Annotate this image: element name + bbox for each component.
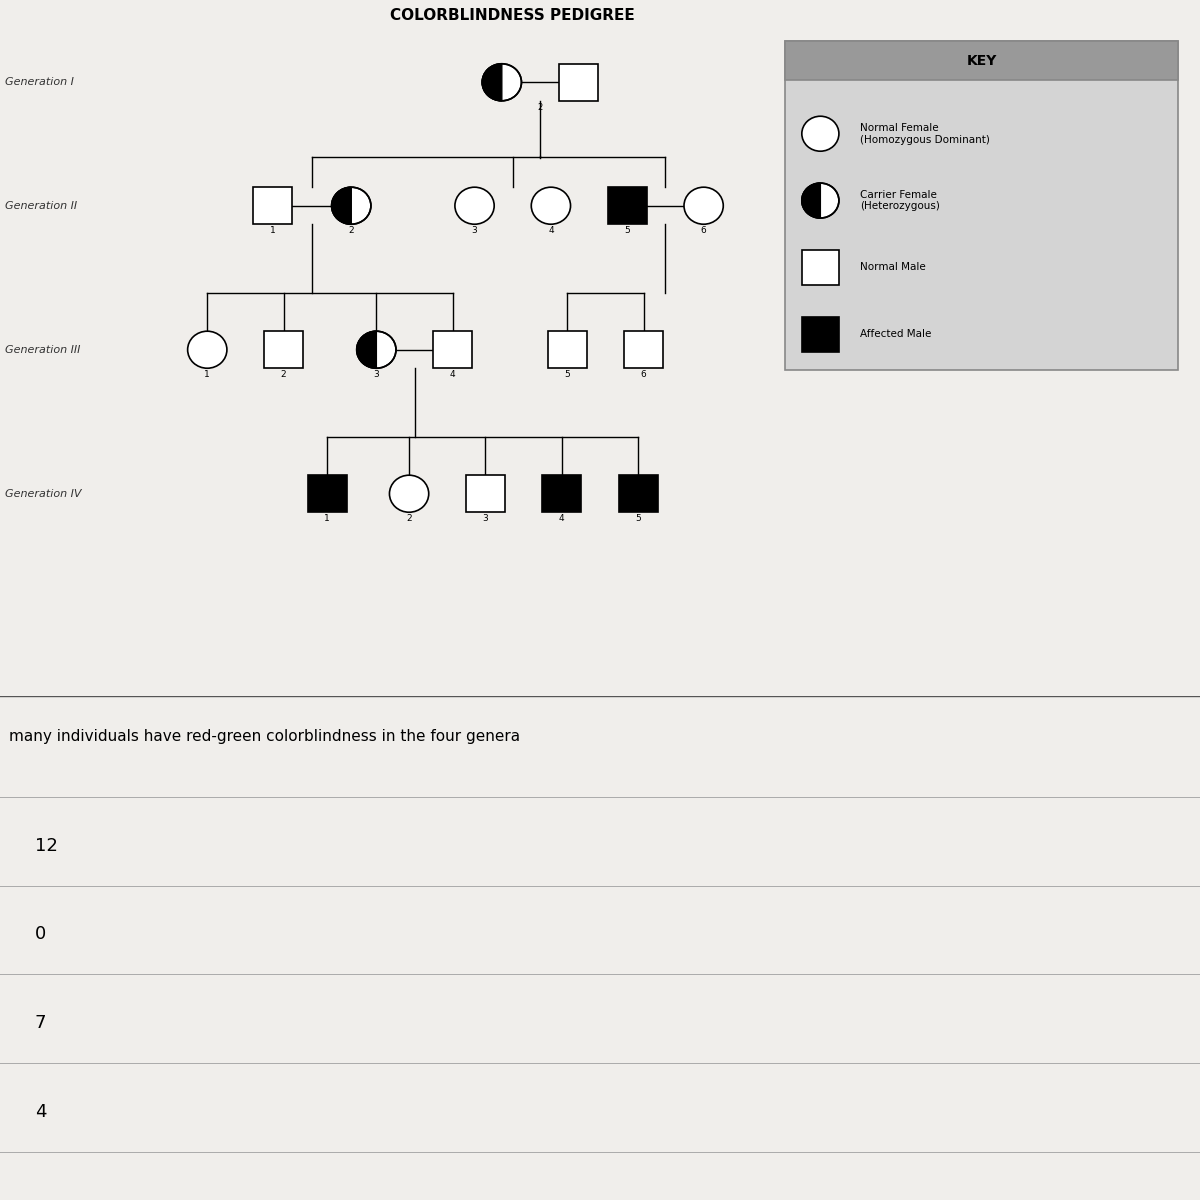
- Bar: [802, 250, 839, 284]
- Text: 5: 5: [635, 515, 641, 523]
- Bar: [558, 64, 598, 101]
- Circle shape: [802, 184, 839, 218]
- Text: 4: 4: [35, 1103, 47, 1121]
- Text: 4: 4: [548, 227, 553, 235]
- Text: 6: 6: [701, 227, 707, 235]
- Text: 2: 2: [407, 515, 412, 523]
- Polygon shape: [331, 187, 352, 224]
- Polygon shape: [482, 64, 502, 101]
- Circle shape: [356, 331, 396, 368]
- Text: 1: 1: [270, 227, 276, 235]
- Text: Affected Male: Affected Male: [859, 329, 931, 340]
- Bar: [618, 475, 658, 512]
- Text: Normal Male: Normal Male: [859, 263, 925, 272]
- Circle shape: [390, 475, 428, 512]
- Bar: [624, 331, 664, 368]
- Text: 2: 2: [281, 371, 287, 379]
- Polygon shape: [802, 184, 821, 218]
- Bar: [253, 187, 293, 224]
- Text: 1: 1: [324, 515, 330, 523]
- Text: 1: 1: [204, 371, 210, 379]
- Text: 2: 2: [348, 227, 354, 235]
- Bar: [264, 331, 304, 368]
- Text: 2: 2: [538, 103, 542, 112]
- Text: 12: 12: [35, 836, 58, 854]
- Circle shape: [187, 331, 227, 368]
- Text: Generation III: Generation III: [6, 344, 80, 355]
- Text: Normal Female
(Homozygous Dominant): Normal Female (Homozygous Dominant): [859, 122, 990, 144]
- Bar: [786, 41, 1178, 371]
- Text: 3: 3: [373, 371, 379, 379]
- Text: KEY: KEY: [967, 54, 997, 67]
- Text: 6: 6: [641, 371, 647, 379]
- Text: Carrier Female
(Heterozygous): Carrier Female (Heterozygous): [859, 190, 940, 211]
- Bar: [542, 475, 582, 512]
- Circle shape: [331, 187, 371, 224]
- Bar: [433, 331, 473, 368]
- Bar: [547, 331, 587, 368]
- Bar: [466, 475, 505, 512]
- Text: Generation II: Generation II: [6, 200, 78, 211]
- Text: 3: 3: [472, 227, 478, 235]
- Text: Generation I: Generation I: [6, 77, 74, 88]
- Text: Generation IV: Generation IV: [6, 488, 82, 499]
- Text: COLORBLINDNESS PEDIGREE: COLORBLINDNESS PEDIGREE: [390, 8, 635, 23]
- Bar: [802, 317, 839, 352]
- Bar: [307, 475, 347, 512]
- Text: 4: 4: [450, 371, 456, 379]
- Circle shape: [455, 187, 494, 224]
- Text: 3: 3: [482, 515, 488, 523]
- Circle shape: [802, 116, 839, 151]
- Bar: [786, 41, 1178, 80]
- Circle shape: [532, 187, 570, 224]
- Text: 5: 5: [564, 371, 570, 379]
- Circle shape: [684, 187, 724, 224]
- Text: many individuals have red-green colorblindness in the four genera: many individuals have red-green colorbli…: [8, 728, 520, 744]
- Text: 7: 7: [35, 1014, 47, 1032]
- Text: 0: 0: [35, 925, 46, 943]
- Text: 4: 4: [559, 515, 565, 523]
- Polygon shape: [356, 331, 377, 368]
- Circle shape: [482, 64, 522, 101]
- Text: 5: 5: [624, 227, 630, 235]
- Bar: [607, 187, 647, 224]
